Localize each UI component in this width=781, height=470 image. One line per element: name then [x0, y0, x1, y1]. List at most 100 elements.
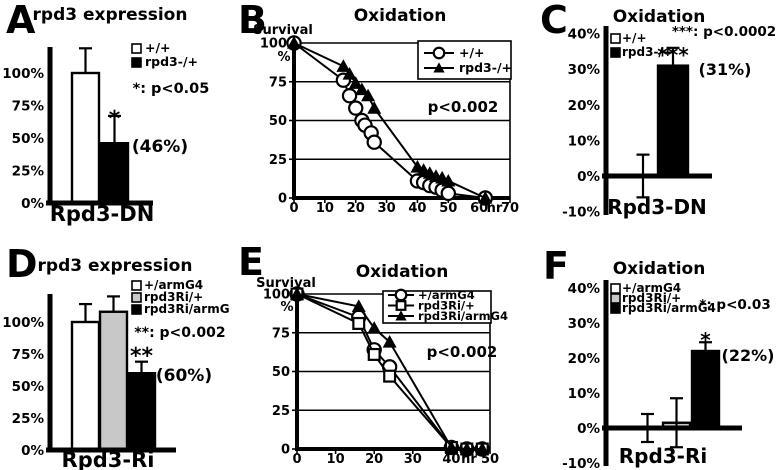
significance-asterisks: *	[700, 328, 711, 352]
triangle-filled-marker	[367, 321, 382, 334]
legend-swatch	[610, 283, 621, 294]
y-tick-label: 50	[272, 365, 290, 380]
bar	[98, 310, 129, 452]
y-tick-label: 25	[272, 404, 290, 419]
x-tick-label: 40	[442, 452, 460, 467]
significance-asterisks: **	[130, 344, 154, 369]
legend-label: rpd3-/+	[459, 60, 512, 75]
legend: +/+rpd3-/+	[417, 40, 512, 80]
bar	[99, 141, 130, 205]
bar	[656, 64, 690, 178]
x-axis-label: Rpd3-DN	[50, 202, 155, 226]
y-tick-label: 40%	[568, 27, 601, 43]
triangle-filled-marker	[459, 442, 474, 455]
legend-label: rpd3Ri/+	[418, 299, 475, 313]
y-axis-unit: %	[277, 50, 290, 65]
y-tick-label: -10%	[562, 205, 600, 221]
legend-label: +/+	[622, 31, 647, 45]
p-value-label: p<0.002	[427, 343, 498, 361]
panel-e-letter: E	[238, 240, 264, 284]
triangle-filled-marker	[348, 76, 363, 89]
y-tick-label: 20%	[568, 351, 601, 367]
legend-label: rpd3-/+	[622, 45, 673, 59]
legend-label: rpd3Ri/+	[144, 290, 203, 304]
legend-swatch	[131, 304, 142, 315]
legend-swatch	[610, 47, 621, 58]
bar-chart: 0% 25% 50% 75% 100% * (46%) *: p<0.05 Rpd3-DN	[2, 47, 209, 226]
y-tick-label: 75	[269, 75, 287, 90]
x-tick-label: 10	[316, 201, 334, 216]
percent-annotation: (46%)	[132, 137, 188, 157]
square-open-marker	[383, 369, 397, 383]
y-tick-label: 100%	[2, 315, 44, 331]
series-rpd3-/+	[287, 36, 493, 204]
triangle-filled-marker	[342, 67, 357, 80]
y-tick-label: 25%	[12, 411, 45, 427]
x-tick-label: 20	[347, 201, 365, 216]
panel-c-title: Oxidation	[612, 7, 706, 27]
circle-open-marker	[440, 185, 456, 202]
legend-label: +/armG4	[418, 288, 475, 302]
triangle-filled-marker	[287, 36, 301, 49]
circle-open-marker	[348, 100, 364, 116]
legend-swatch	[131, 57, 142, 68]
legend-swatch	[610, 33, 621, 44]
triangle-filled-marker	[351, 299, 366, 312]
y-tick-label: -10%	[562, 456, 600, 470]
panel-f-title: Oxidation	[612, 259, 706, 279]
bar-chart: -10% 0% 10% 20% 30% 40% *** (31%) ***: p<0.0002 R…	[562, 24, 776, 221]
bar-chart-oxidation-dn: -10% 0% 10% 20% 30% 40% *** (31%) ***: p<0.0002 R…	[562, 24, 776, 221]
p-value-label: *: p<0.05	[133, 81, 210, 97]
bar	[70, 71, 101, 205]
x-axis-label: Rpd3-Ri	[619, 444, 708, 468]
y-tick-label: 25%	[12, 164, 45, 180]
panel-e-title: Oxidation	[355, 262, 449, 282]
y-tick-label: 0%	[577, 169, 600, 185]
bar	[70, 320, 101, 452]
percent-annotation: (60%)	[156, 366, 212, 386]
panel-c: C Oxidation -10% 0% 10% 20% 30% 40% *** (31%) **…	[520, 0, 781, 235]
x-tick-label: 30	[404, 452, 422, 467]
legend-label: +/armG4	[622, 281, 681, 295]
triangle-filled-marker	[354, 82, 369, 96]
p-value-label: **: p<0.002	[134, 325, 225, 341]
legend-swatch	[610, 303, 621, 314]
y-tick-label: 30%	[568, 316, 601, 332]
significance-asterisks: ***	[657, 43, 689, 67]
y-tick-label: 10%	[568, 386, 601, 402]
legend: +/+rpd3-/+	[131, 40, 198, 69]
percent-annotation: (22%)	[722, 346, 775, 365]
bar-chart: -10% 0% 10% 20% 30% 40% * (22%) *: p<0.03 Rpd3-Ri	[562, 280, 774, 470]
y-tick-label: 0%	[21, 443, 44, 459]
y-tick-label: 25	[269, 153, 287, 168]
panel-b-title: Oxidation	[353, 6, 447, 26]
panel-c-letter: C	[540, 0, 568, 42]
x-axis-label: Rpd3-DN	[607, 195, 707, 219]
x-tick-label: 30	[378, 201, 396, 216]
panel-a-title: rpd3 expression	[32, 5, 188, 25]
y-tick-label: 0	[281, 443, 290, 458]
panel-a: A rpd3 expression 0% 25% 50% 75% 100% * (46%) *…	[0, 0, 230, 235]
legend-swatch	[131, 280, 142, 291]
y-tick-label: 100	[260, 37, 287, 52]
triangle-filled-marker	[444, 440, 459, 454]
legend-swatch	[131, 43, 142, 54]
bar	[126, 371, 157, 452]
p-value-label: p<0.002	[428, 98, 499, 116]
legend: +/+rpd3-/+	[610, 31, 673, 59]
y-axis-unit: %	[280, 300, 293, 315]
x-tick-label: 0	[292, 452, 301, 467]
percent-annotation: (31%)	[699, 60, 752, 79]
y-axis-title: Survival	[256, 276, 316, 291]
y-tick-label: 50%	[12, 131, 45, 147]
x-tick-label: 20	[365, 452, 383, 467]
x-tick-label: 10	[327, 452, 345, 467]
y-tick-label: 75%	[12, 99, 45, 115]
